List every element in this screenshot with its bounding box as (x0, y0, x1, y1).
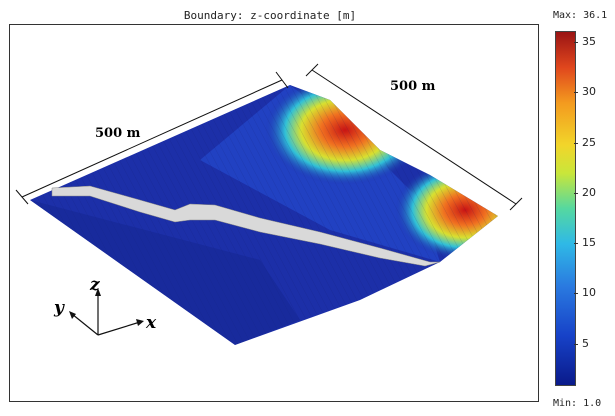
colorbar-tick-mark (574, 42, 578, 44)
dimension-label-right: 500 m (390, 79, 436, 94)
plot-title: Boundary: z-coordinate [m] (183, 9, 357, 22)
dimension-line-left (15, 71, 289, 205)
colorbar-max-label: Max: 36.1 (553, 10, 608, 21)
dimension-label-left: 500 m (95, 126, 141, 141)
colorbar-tick-label: 30 (582, 85, 596, 99)
colorbar-tick-mark (574, 192, 578, 194)
colorbar-tick-mark (574, 243, 578, 245)
axis-label-x: x (145, 313, 157, 333)
axis-label-z: z (89, 275, 100, 295)
colorbar-tick-mark (574, 142, 578, 144)
colorbar-tick-label: 5 (582, 336, 589, 350)
colorbar-tick-label: 10 (582, 286, 596, 300)
colorbar-tick-mark (574, 293, 578, 295)
colorbar-tick-mark (574, 92, 578, 94)
colorbar-min-label: Min: 1.0 (553, 398, 602, 409)
colorbar-tick-label: 20 (582, 185, 596, 199)
dimension-line-right (305, 63, 523, 211)
colorbar-tick-label: 35 (582, 35, 596, 49)
axis-triad (71, 292, 141, 336)
colorbar-tick-label: 25 (582, 135, 596, 149)
colorbar-tick-label: 15 (582, 236, 596, 250)
axis-label-y: y (53, 298, 65, 318)
colorbar (555, 31, 576, 386)
road-band (51, 185, 441, 267)
colorbar-tick-mark (574, 343, 578, 345)
